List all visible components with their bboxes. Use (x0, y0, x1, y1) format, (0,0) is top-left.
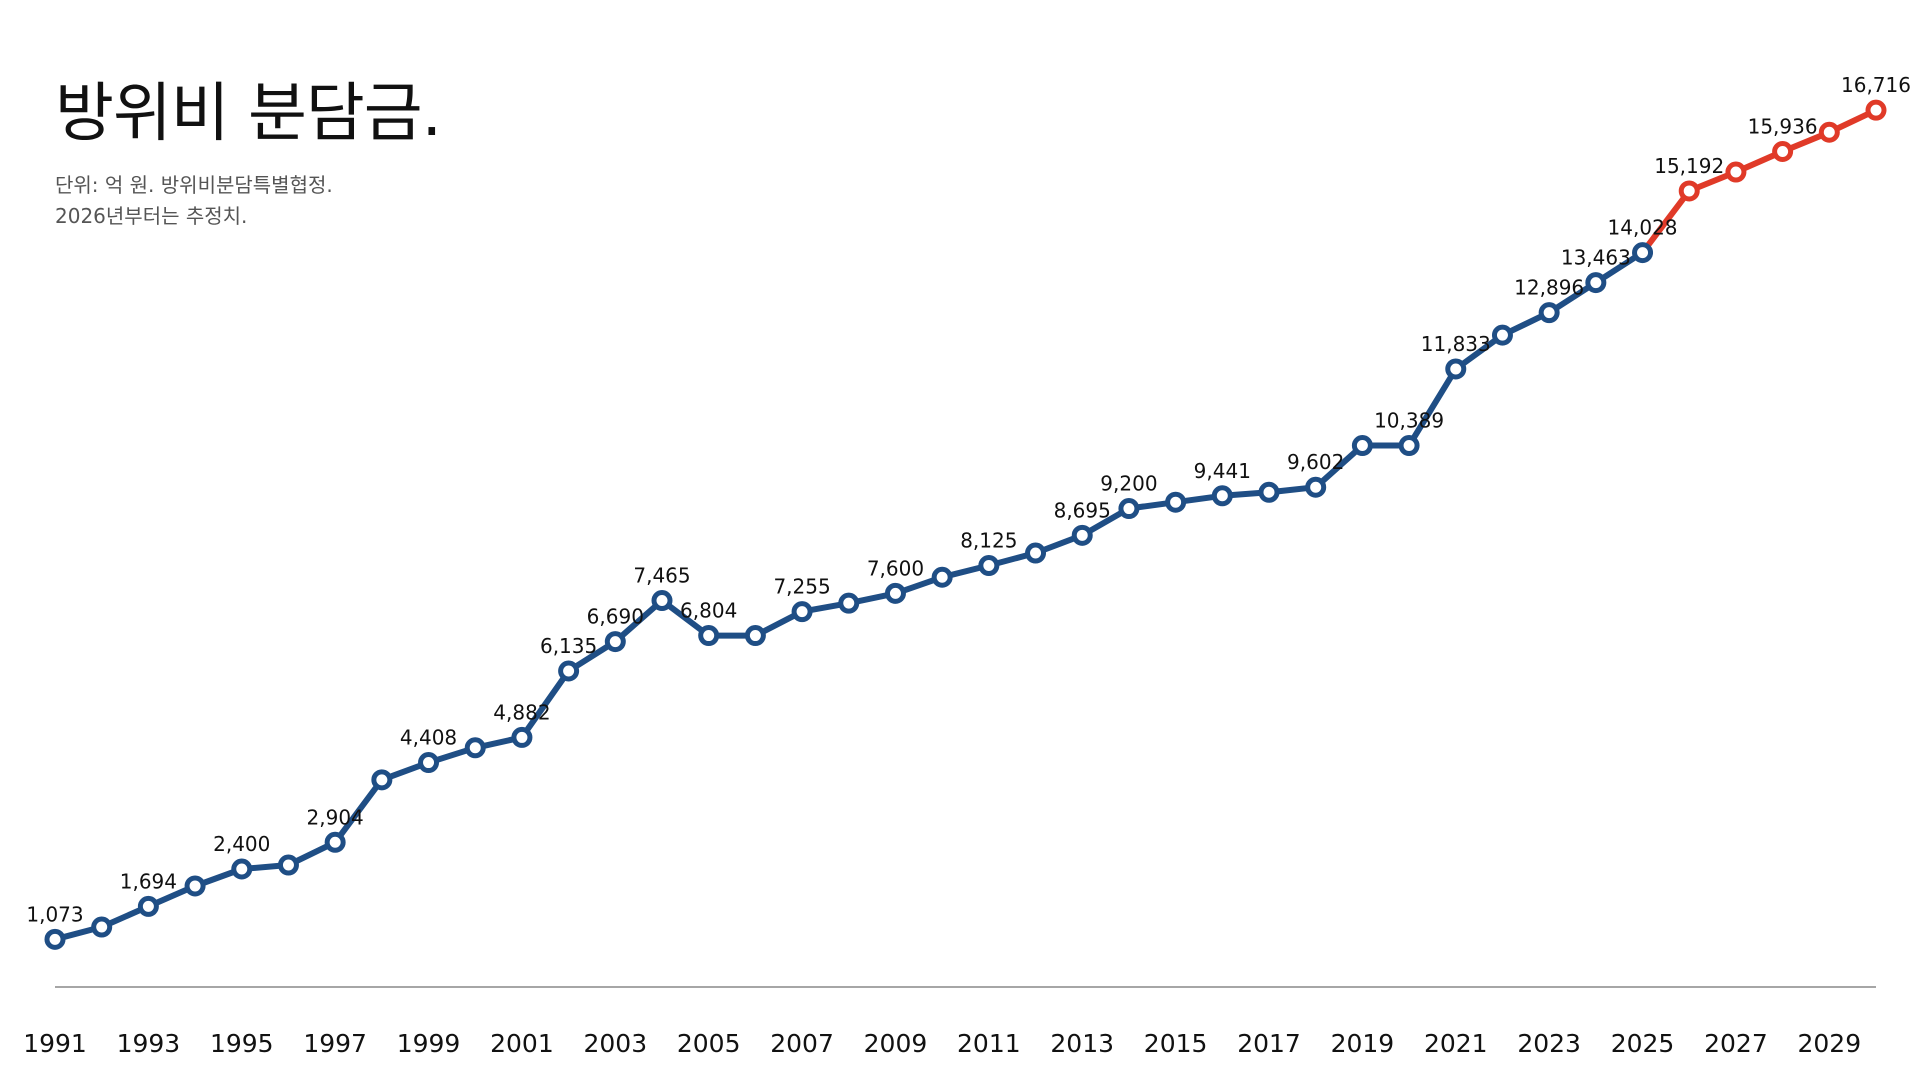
x-tick-label: 2021 (1424, 1029, 1488, 1058)
data-label: 8,695 (1054, 498, 1111, 522)
data-point-actual (884, 582, 906, 604)
data-labels: 1,073 1,694 2,400 2,904 4,408 4,882 6,135 6,690… (26, 73, 1911, 926)
x-tick-label: 2029 (1797, 1029, 1861, 1058)
data-label: 16,716 (1841, 73, 1911, 97)
data-point-actual (1118, 498, 1140, 520)
data-point-actual (44, 928, 66, 950)
data-point-estimate (1678, 180, 1700, 202)
data-point-actual (791, 601, 813, 623)
data-point-actual (651, 590, 673, 612)
x-tick-label: 1993 (117, 1029, 181, 1058)
data-label: 6,135 (540, 634, 597, 658)
data-label: 4,882 (493, 700, 550, 724)
data-label: 7,255 (773, 575, 830, 599)
data-point-actual (231, 858, 253, 880)
data-label: 9,441 (1194, 459, 1251, 483)
x-tick-label: 2011 (957, 1029, 1021, 1058)
data-label: 7,465 (633, 564, 690, 588)
x-tick-label: 2001 (490, 1029, 554, 1058)
x-axis: 1991 1993 1995 1997 1999 2001 2003 2005 2007 2009… (23, 986, 1876, 1058)
data-point-actual (371, 769, 393, 791)
data-point-actual (978, 555, 1000, 577)
data-point-actual (698, 625, 720, 647)
x-tick-label: 1999 (397, 1029, 461, 1058)
data-point-actual (184, 875, 206, 897)
data-point-actual (1585, 272, 1607, 294)
data-label: 10,389 (1374, 409, 1444, 433)
x-tick-label: 2013 (1050, 1029, 1114, 1058)
data-label: 2,400 (213, 832, 270, 856)
data-point-estimate (1772, 141, 1794, 163)
x-tick-label: 1995 (210, 1029, 274, 1058)
data-point-actual (91, 916, 113, 938)
data-point-estimate (1818, 121, 1840, 143)
data-label: 12,896 (1514, 276, 1584, 300)
data-label: 8,125 (960, 529, 1017, 553)
data-label: 7,600 (867, 556, 924, 580)
data-label: 1,073 (26, 902, 83, 926)
subtitle-line-estimate-note: 2026년부터는 추정치. (55, 204, 248, 228)
chart-title: 방위비 분담금. (55, 77, 442, 151)
data-label: 13,463 (1561, 246, 1631, 270)
data-label: 15,936 (1748, 115, 1818, 139)
data-point-actual (1491, 324, 1513, 346)
data-point-actual (511, 726, 533, 748)
data-point-actual (1445, 358, 1467, 380)
data-point-actual (838, 592, 860, 614)
data-point-actual (744, 625, 766, 647)
data-point-actual (1258, 481, 1280, 503)
data-label: 4,408 (400, 726, 457, 750)
data-point-actual (1071, 524, 1093, 546)
data-point-actual (1211, 485, 1233, 507)
x-tick-label: 2027 (1704, 1029, 1768, 1058)
x-tick-label: 2015 (1144, 1029, 1208, 1058)
x-tick-label: 2009 (864, 1029, 928, 1058)
x-tick-label: 2025 (1611, 1029, 1675, 1058)
data-point-estimate (1725, 161, 1747, 183)
x-tick-label: 1997 (303, 1029, 367, 1058)
data-point-actual (1165, 491, 1187, 513)
x-tick-label: 1991 (23, 1029, 87, 1058)
data-label: 9,602 (1287, 450, 1344, 474)
x-tick-label: 2007 (770, 1029, 834, 1058)
data-point-actual (1025, 542, 1047, 564)
data-point-estimate (1865, 99, 1887, 121)
x-tick-label: 2023 (1517, 1029, 1581, 1058)
data-point-actual (464, 737, 486, 759)
data-label: 6,804 (680, 599, 737, 623)
data-point-actual (1305, 476, 1327, 498)
data-point-actual (558, 660, 580, 682)
data-point-actual (1632, 242, 1654, 264)
data-point-actual (418, 752, 440, 774)
data-label: 15,192 (1654, 154, 1724, 178)
data-point-actual (324, 831, 346, 853)
data-point-actual (604, 631, 626, 653)
data-point-actual (137, 895, 159, 917)
data-label: 14,028 (1608, 216, 1678, 240)
chart-subtitle: 단위: 억 원. 방위비분담특별협정. 2026년부터는 추정치. (55, 170, 333, 232)
data-point-actual (1351, 435, 1373, 457)
data-label: 2,904 (307, 805, 364, 829)
x-tick-label: 2003 (583, 1029, 647, 1058)
x-tick-label: 2017 (1237, 1029, 1301, 1058)
data-label: 1,694 (120, 869, 177, 893)
subtitle-line-unit: 단위: 억 원. 방위비분담특별협정. (55, 173, 333, 197)
data-point-actual (1398, 435, 1420, 457)
x-tick-label: 2019 (1331, 1029, 1395, 1058)
data-label: 9,200 (1100, 472, 1157, 496)
data-points (44, 99, 1887, 950)
data-point-actual (931, 566, 953, 588)
x-tick-label: 2005 (677, 1029, 741, 1058)
data-point-actual (277, 854, 299, 876)
data-label: 11,833 (1421, 332, 1491, 356)
data-point-actual (1538, 302, 1560, 324)
data-label: 6,690 (587, 605, 644, 629)
